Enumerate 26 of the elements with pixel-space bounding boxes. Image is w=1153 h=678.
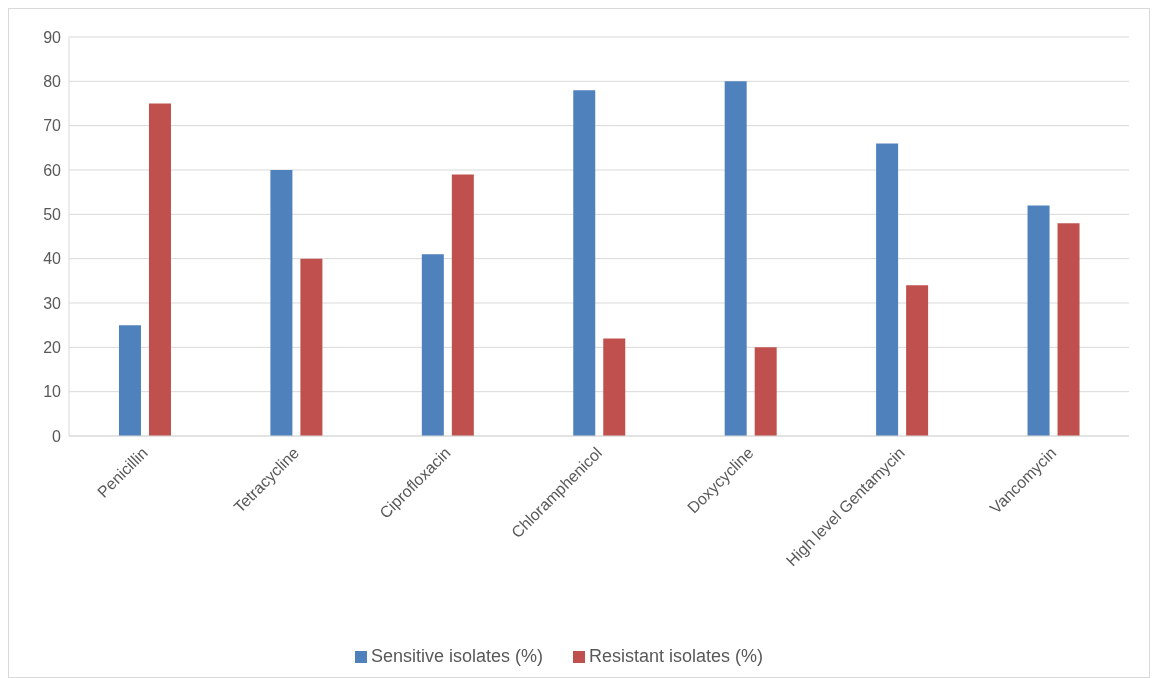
y-tick-label: 60 (43, 161, 62, 179)
bar (754, 347, 777, 436)
y-tick-label: 30 (43, 294, 62, 312)
legend-label: Resistant isolates (%) (589, 646, 764, 666)
y-tick-label: 80 (43, 73, 62, 91)
legend-label: Sensitive isolates (%) (370, 646, 543, 666)
bar (1027, 205, 1050, 436)
bar (148, 103, 171, 436)
bar (906, 285, 929, 436)
y-tick-label: 40 (43, 250, 62, 268)
bar (1057, 223, 1080, 436)
bar (270, 170, 293, 436)
y-tick-label: 90 (43, 28, 62, 46)
bar (573, 90, 596, 436)
bar (451, 174, 474, 436)
y-tick-label: 50 (43, 206, 62, 224)
bar (118, 325, 141, 436)
bar (421, 254, 444, 436)
y-tick-label: 20 (43, 339, 62, 357)
bar (876, 143, 899, 436)
bar (724, 81, 747, 436)
y-tick-label: 70 (43, 117, 62, 135)
bar (300, 258, 323, 436)
y-tick-label: 10 (43, 383, 62, 401)
y-tick-label: 0 (52, 427, 62, 445)
bar (603, 338, 626, 436)
